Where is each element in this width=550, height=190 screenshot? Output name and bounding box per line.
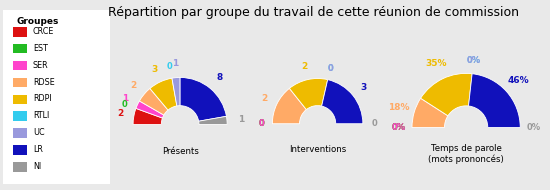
Wedge shape	[150, 78, 177, 110]
Text: 2: 2	[117, 109, 123, 118]
Text: RDPI: RDPI	[33, 94, 51, 103]
Wedge shape	[136, 101, 164, 118]
Text: 46%: 46%	[508, 76, 529, 85]
Text: 0%: 0%	[527, 123, 541, 132]
Text: CRCE: CRCE	[33, 27, 54, 36]
Text: 35%: 35%	[425, 59, 447, 68]
Text: 0%: 0%	[392, 123, 405, 132]
Text: 3: 3	[151, 65, 157, 74]
Text: 3: 3	[360, 83, 367, 92]
Bar	[13, 145, 28, 155]
Wedge shape	[421, 73, 472, 116]
Text: 0: 0	[327, 64, 333, 73]
Bar	[13, 44, 28, 54]
Bar	[13, 128, 28, 138]
Text: 0%: 0%	[466, 56, 481, 65]
Text: EST: EST	[33, 44, 48, 53]
Text: RDSE: RDSE	[33, 78, 54, 86]
Text: 2: 2	[301, 62, 307, 71]
Text: Temps de parole
(mots prononcés): Temps de parole (mots prononcés)	[428, 144, 504, 164]
Text: 0%: 0%	[392, 123, 405, 132]
Wedge shape	[199, 116, 227, 124]
Text: 0: 0	[258, 119, 264, 128]
Text: 2: 2	[130, 81, 136, 90]
Wedge shape	[272, 88, 306, 124]
Bar	[13, 95, 28, 104]
Text: Répartition par groupe du travail de cette réunion de commission: Répartition par groupe du travail de cet…	[108, 6, 519, 19]
Text: 1: 1	[172, 59, 178, 68]
FancyBboxPatch shape	[2, 8, 111, 188]
Bar	[13, 112, 28, 121]
Text: Présents: Présents	[162, 147, 199, 156]
Text: 0: 0	[122, 100, 128, 109]
Text: RTLI: RTLI	[33, 111, 49, 120]
Text: 0%: 0%	[392, 123, 405, 132]
Wedge shape	[322, 80, 363, 124]
Text: 0: 0	[258, 119, 264, 128]
Wedge shape	[139, 89, 168, 115]
Text: 1: 1	[122, 94, 128, 103]
Bar	[13, 78, 28, 87]
Text: 2: 2	[261, 94, 268, 103]
Text: UC: UC	[33, 128, 45, 137]
Bar	[13, 61, 28, 70]
Text: LR: LR	[33, 145, 43, 154]
Text: Interventions: Interventions	[289, 145, 346, 154]
Text: 0: 0	[167, 62, 173, 71]
Text: 8: 8	[216, 73, 223, 82]
Text: Groupes: Groupes	[16, 17, 59, 26]
Text: 0%: 0%	[466, 56, 481, 65]
Wedge shape	[412, 98, 448, 127]
Text: NI: NI	[33, 162, 41, 171]
Wedge shape	[469, 74, 520, 127]
Wedge shape	[289, 78, 328, 110]
Bar	[13, 162, 28, 172]
Wedge shape	[180, 78, 227, 121]
Text: 0: 0	[371, 119, 377, 128]
Text: 0: 0	[327, 64, 333, 73]
Text: 0: 0	[258, 119, 264, 128]
Wedge shape	[133, 108, 162, 124]
Wedge shape	[172, 78, 180, 106]
Bar	[13, 27, 28, 37]
Text: 1: 1	[238, 115, 244, 124]
Text: SER: SER	[33, 61, 48, 70]
Text: 18%: 18%	[388, 103, 409, 112]
